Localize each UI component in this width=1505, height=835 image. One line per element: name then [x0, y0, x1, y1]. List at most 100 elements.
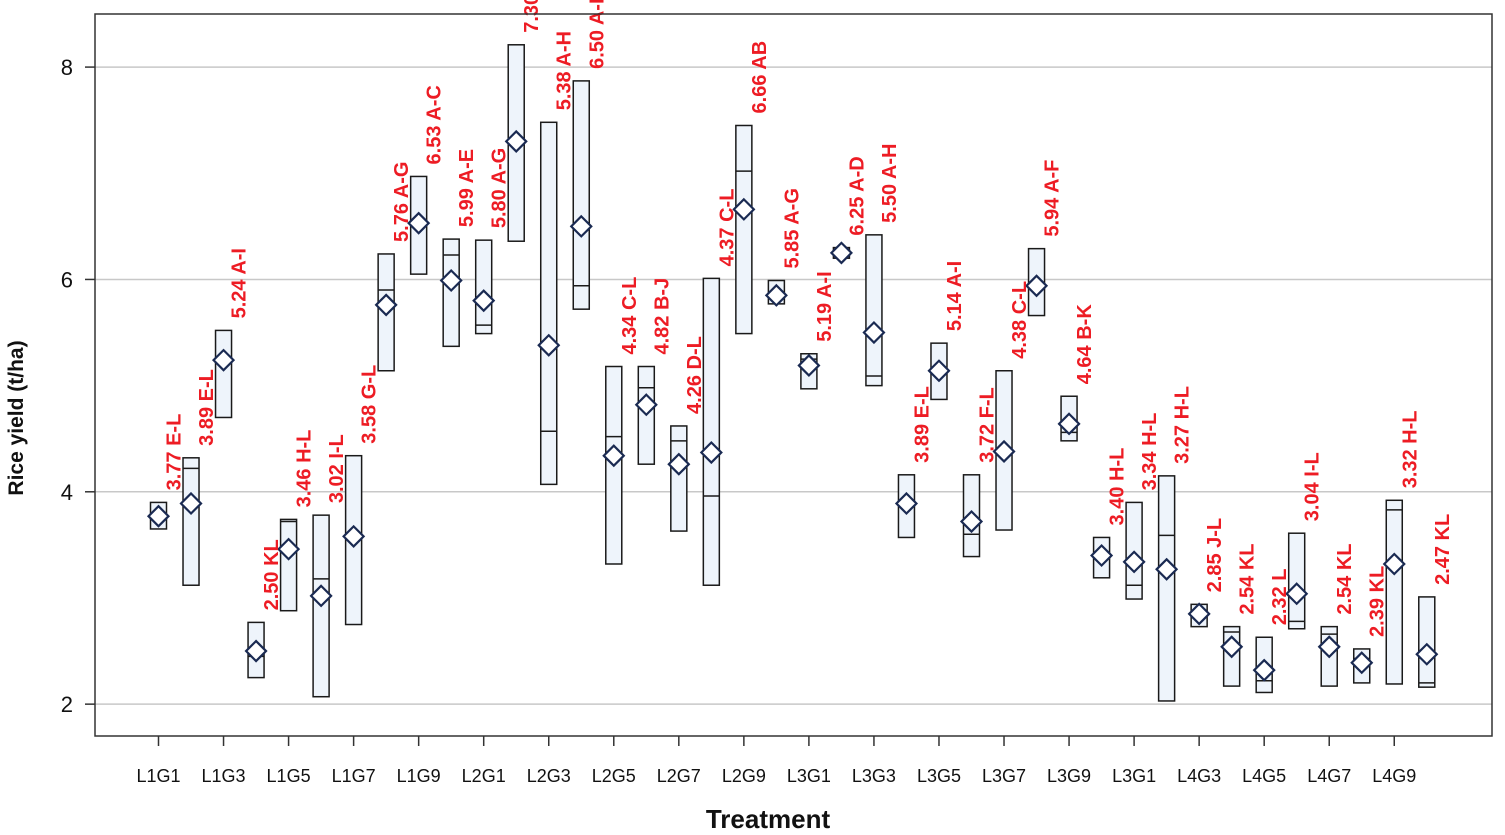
data-label: 3.04 I-L — [1302, 452, 1324, 521]
y-tick-label: 2 — [61, 692, 73, 717]
mean-marker — [1382, 552, 1406, 576]
box-3 — [214, 329, 233, 419]
x-tick-label: L4G9 — [1372, 766, 1416, 786]
mean-marker — [179, 491, 203, 516]
box-32 — [1157, 475, 1176, 702]
mean-marker — [244, 639, 268, 663]
mean-marker — [732, 197, 756, 221]
data-label: 6.25 A-D — [846, 156, 868, 235]
box-17 — [670, 425, 688, 532]
x-tick-label: L3G1 — [787, 766, 831, 786]
data-label: 5.85 A-G — [781, 188, 803, 268]
x-axis-title: Treatment — [706, 804, 831, 834]
x-tick-label: L2G5 — [592, 766, 636, 786]
box-11 — [474, 239, 493, 335]
mean-marker — [1122, 550, 1146, 574]
box-10 — [442, 238, 460, 348]
data-label: 2.50 KL — [261, 539, 283, 610]
data-label: 5.76 A-G — [391, 162, 413, 242]
mean-marker — [211, 348, 236, 372]
mean-marker — [504, 129, 528, 153]
data-label: 5.14 A-I — [944, 261, 966, 331]
data-label: 3.46 H-L — [294, 430, 316, 508]
data-label: 3.72 F-L — [977, 387, 999, 463]
y-axis-title: Rice yield (t/ha) — [5, 340, 28, 495]
mean-marker — [634, 393, 658, 417]
mean-marker — [146, 504, 171, 528]
data-label: 5.50 A-H — [879, 144, 901, 223]
x-axis-ticks: L1G1 L1G3 L1G5 L1G7 L1G9 L2G1 L2G3 L2G5 L2G7 L2G9… — [136, 736, 1416, 786]
box-23 — [865, 234, 883, 387]
mean-marker — [277, 537, 301, 561]
mean-marker — [342, 524, 366, 548]
data-label: 5.94 A-F — [1042, 160, 1064, 237]
data-label: 5.80 A-G — [489, 148, 511, 228]
plot-frame — [94, 13, 1493, 737]
mean-marker — [1317, 635, 1341, 659]
mean-marker — [569, 214, 593, 238]
x-tick-label: L4G7 — [1307, 766, 1351, 786]
mean-marker — [1220, 635, 1244, 659]
mean-marker — [1057, 412, 1081, 436]
mean-marker — [602, 444, 626, 468]
data-label: 2.47 KL — [1432, 514, 1454, 585]
mean-markers — [146, 129, 1439, 682]
mean-marker — [699, 440, 723, 465]
x-tick-label: L3G3 — [852, 766, 896, 786]
y-axis-ticks: 2 4 6 8 — [61, 55, 95, 717]
box-14 — [572, 80, 591, 310]
data-label: 2.32 L — [1269, 569, 1291, 626]
gridlines — [95, 66, 1492, 705]
mean-marker — [309, 584, 333, 608]
mean-marker — [407, 211, 431, 235]
x-tick-label: L2G1 — [462, 766, 506, 786]
mean-marker — [1252, 658, 1276, 682]
x-tick-label: L2G7 — [657, 766, 701, 786]
data-label: 2.54 KL — [1334, 543, 1356, 614]
mean-marker — [374, 293, 398, 317]
data-label: 3.77 E-L — [164, 414, 186, 491]
data-label: 6.53 A-C — [424, 85, 446, 164]
x-tick-label: L1G9 — [397, 766, 441, 786]
x-tick-label: L1G5 — [267, 766, 311, 786]
y-tick-label: 8 — [61, 55, 73, 80]
mean-marker — [764, 283, 788, 307]
data-label: 4.34 C-L — [619, 277, 641, 355]
data-label: 5.38 A-H — [554, 31, 576, 110]
data-labels: 3.77 E-L 3.89 E-L 5.24 A-I 2.50 KL 3.46 H-L 3… — [164, 0, 1454, 637]
y-tick-label: 6 — [61, 267, 73, 292]
mean-marker — [1090, 543, 1114, 568]
x-tick-label: L3G1 — [1112, 766, 1156, 786]
x-tick-label: L3G5 — [917, 766, 961, 786]
y-tick-label: 4 — [61, 480, 73, 505]
data-label: 2.85 J-L — [1204, 518, 1226, 592]
data-label: 2.39 KL — [1367, 566, 1389, 637]
mean-marker — [1155, 557, 1179, 581]
mean-marker — [992, 439, 1016, 464]
data-label: 4.82 B-J — [651, 278, 673, 355]
data-label: 4.26 D-L — [684, 336, 706, 414]
mean-marker — [959, 509, 984, 534]
x-tick-label: L1G3 — [202, 766, 246, 786]
data-label: 3.34 H-L — [1139, 413, 1161, 491]
data-label: 4.37 C-L — [716, 189, 738, 267]
data-label: 6.50 A-D — [586, 0, 608, 69]
data-label: 5.19 A-I — [814, 271, 836, 341]
mean-marker — [472, 289, 496, 313]
data-label: 5.24 A-I — [229, 248, 251, 318]
x-tick-label: L4G3 — [1177, 766, 1221, 786]
data-label: 3.89 E-L — [911, 386, 933, 463]
mean-marker — [1350, 651, 1374, 675]
mean-marker — [537, 333, 561, 357]
x-tick-label: L1G1 — [136, 766, 180, 786]
x-tick-label: L3G7 — [982, 766, 1026, 786]
mean-marker — [797, 353, 821, 377]
x-tick-label: L3G9 — [1047, 766, 1091, 786]
box-40 — [1418, 596, 1436, 688]
mean-marker — [439, 268, 463, 293]
mean-marker — [829, 241, 853, 265]
data-label: 4.64 B-K — [1074, 304, 1096, 385]
box-2 — [182, 457, 200, 586]
mean-marker — [862, 320, 886, 345]
